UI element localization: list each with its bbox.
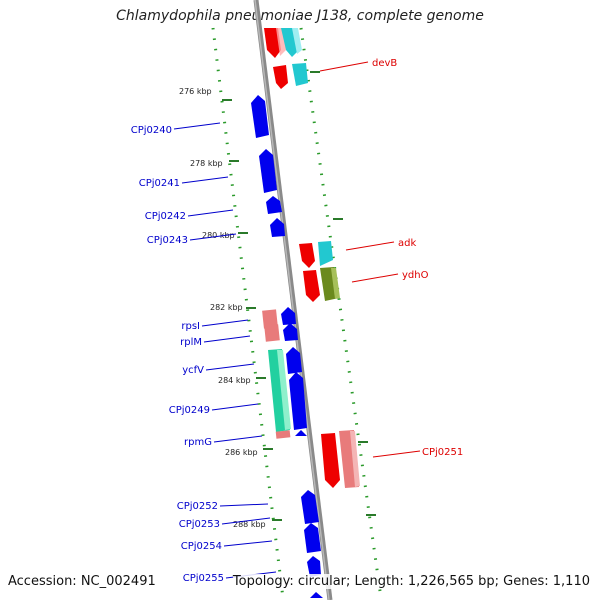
reverse-gene-arrow (303, 270, 320, 302)
olive-feature (331, 268, 340, 299)
left-gene-labels: CPj0240 CPj0241 CPj0242 CPj0243 rpsI rpl… (131, 125, 224, 584)
gene-label: rpsI (181, 321, 200, 332)
forward-genes-upper (251, 95, 285, 237)
gene-label: ydhO (402, 270, 429, 281)
scale-label: 284 kbp (218, 376, 251, 385)
forward-gene-arrow (286, 347, 302, 374)
forward-gene-arrow (270, 218, 285, 237)
forward-gene-arrow (307, 556, 321, 577)
forward-gene-arrow (259, 149, 277, 193)
gene-label: CPj0251 (422, 447, 463, 458)
gene-label: ycfV (182, 365, 204, 376)
right-leader-lines (319, 61, 421, 458)
gene-label: CPj0255 (183, 573, 224, 584)
forward-gene-arrow (281, 307, 296, 325)
cyan-feature (318, 241, 333, 266)
rrna-block (264, 324, 280, 342)
gene-label: CPj0254 (181, 541, 222, 552)
ribosomal-features (262, 307, 302, 374)
reverse-gene-arrow (273, 65, 288, 89)
scale-label: 276 kbp (179, 87, 212, 96)
forward-gene-arrow (266, 196, 282, 214)
outer-dotted-ring-right (299, 27, 383, 599)
scale-ticks (222, 71, 376, 521)
reverse-gene-arrow (299, 243, 315, 268)
gene-label: devB (372, 58, 397, 69)
scale-label: 278 kbp (190, 159, 223, 168)
forward-gene-arrow (289, 372, 307, 430)
top-features (264, 28, 308, 89)
gene-label: CPj0252 (177, 501, 218, 512)
rrna-block (262, 309, 278, 329)
forward-gene-arrow (251, 95, 269, 138)
cyan-feature (292, 63, 308, 86)
gene-label: CPj0249 (169, 405, 210, 416)
middle-features (268, 349, 307, 439)
gene-label: CPj0242 (145, 211, 186, 222)
scale-label: 288 kbp (233, 520, 266, 529)
gene-label: CPj0240 (131, 125, 172, 136)
map-title: Chlamydophila pneumoniae J138, complete … (116, 8, 484, 24)
gene-label: rpmG (184, 437, 212, 448)
cyan-feature (292, 28, 302, 54)
gene-label: rplM (180, 337, 202, 348)
right-gene-labels: devB adk ydhO CPj0251 (372, 58, 463, 458)
left-leader-lines (173, 122, 277, 579)
rrna-block (275, 430, 291, 439)
scale-labels: 276 kbp 278 kbp 280 kbp 282 kbp 284 kbp … (179, 87, 266, 529)
reverse-gene-arrow (321, 433, 340, 488)
scale-label: 286 kbp (225, 448, 258, 457)
gene-label: adk (398, 238, 416, 249)
reverse-gene-arrow (264, 28, 281, 58)
accession-text: Accession: NC_002491 (8, 574, 156, 589)
scale-label: 282 kbp (210, 303, 243, 312)
scale-label: 280 kbp (202, 231, 235, 240)
adk-ydho-features (299, 241, 340, 302)
forward-gene-arrow (310, 592, 323, 598)
forward-gene-arrow (283, 323, 298, 341)
forward-genes-lower (301, 490, 323, 598)
gene-label: CPj0243 (147, 235, 188, 246)
cpj0251-features (321, 430, 360, 488)
gene-label: CPj0241 (139, 178, 180, 189)
outer-dotted-ring-left (211, 27, 285, 599)
forward-gene-arrow (295, 430, 307, 436)
forward-gene-arrow (304, 523, 321, 553)
forward-gene-arrow (301, 490, 319, 524)
genome-summary-text: Topology: circular; Length: 1,226,565 bp… (232, 574, 590, 589)
green-feature (277, 350, 291, 430)
genome-backbone (253, 0, 333, 600)
gene-label: CPj0253 (179, 519, 220, 530)
rrna-block (350, 431, 360, 487)
